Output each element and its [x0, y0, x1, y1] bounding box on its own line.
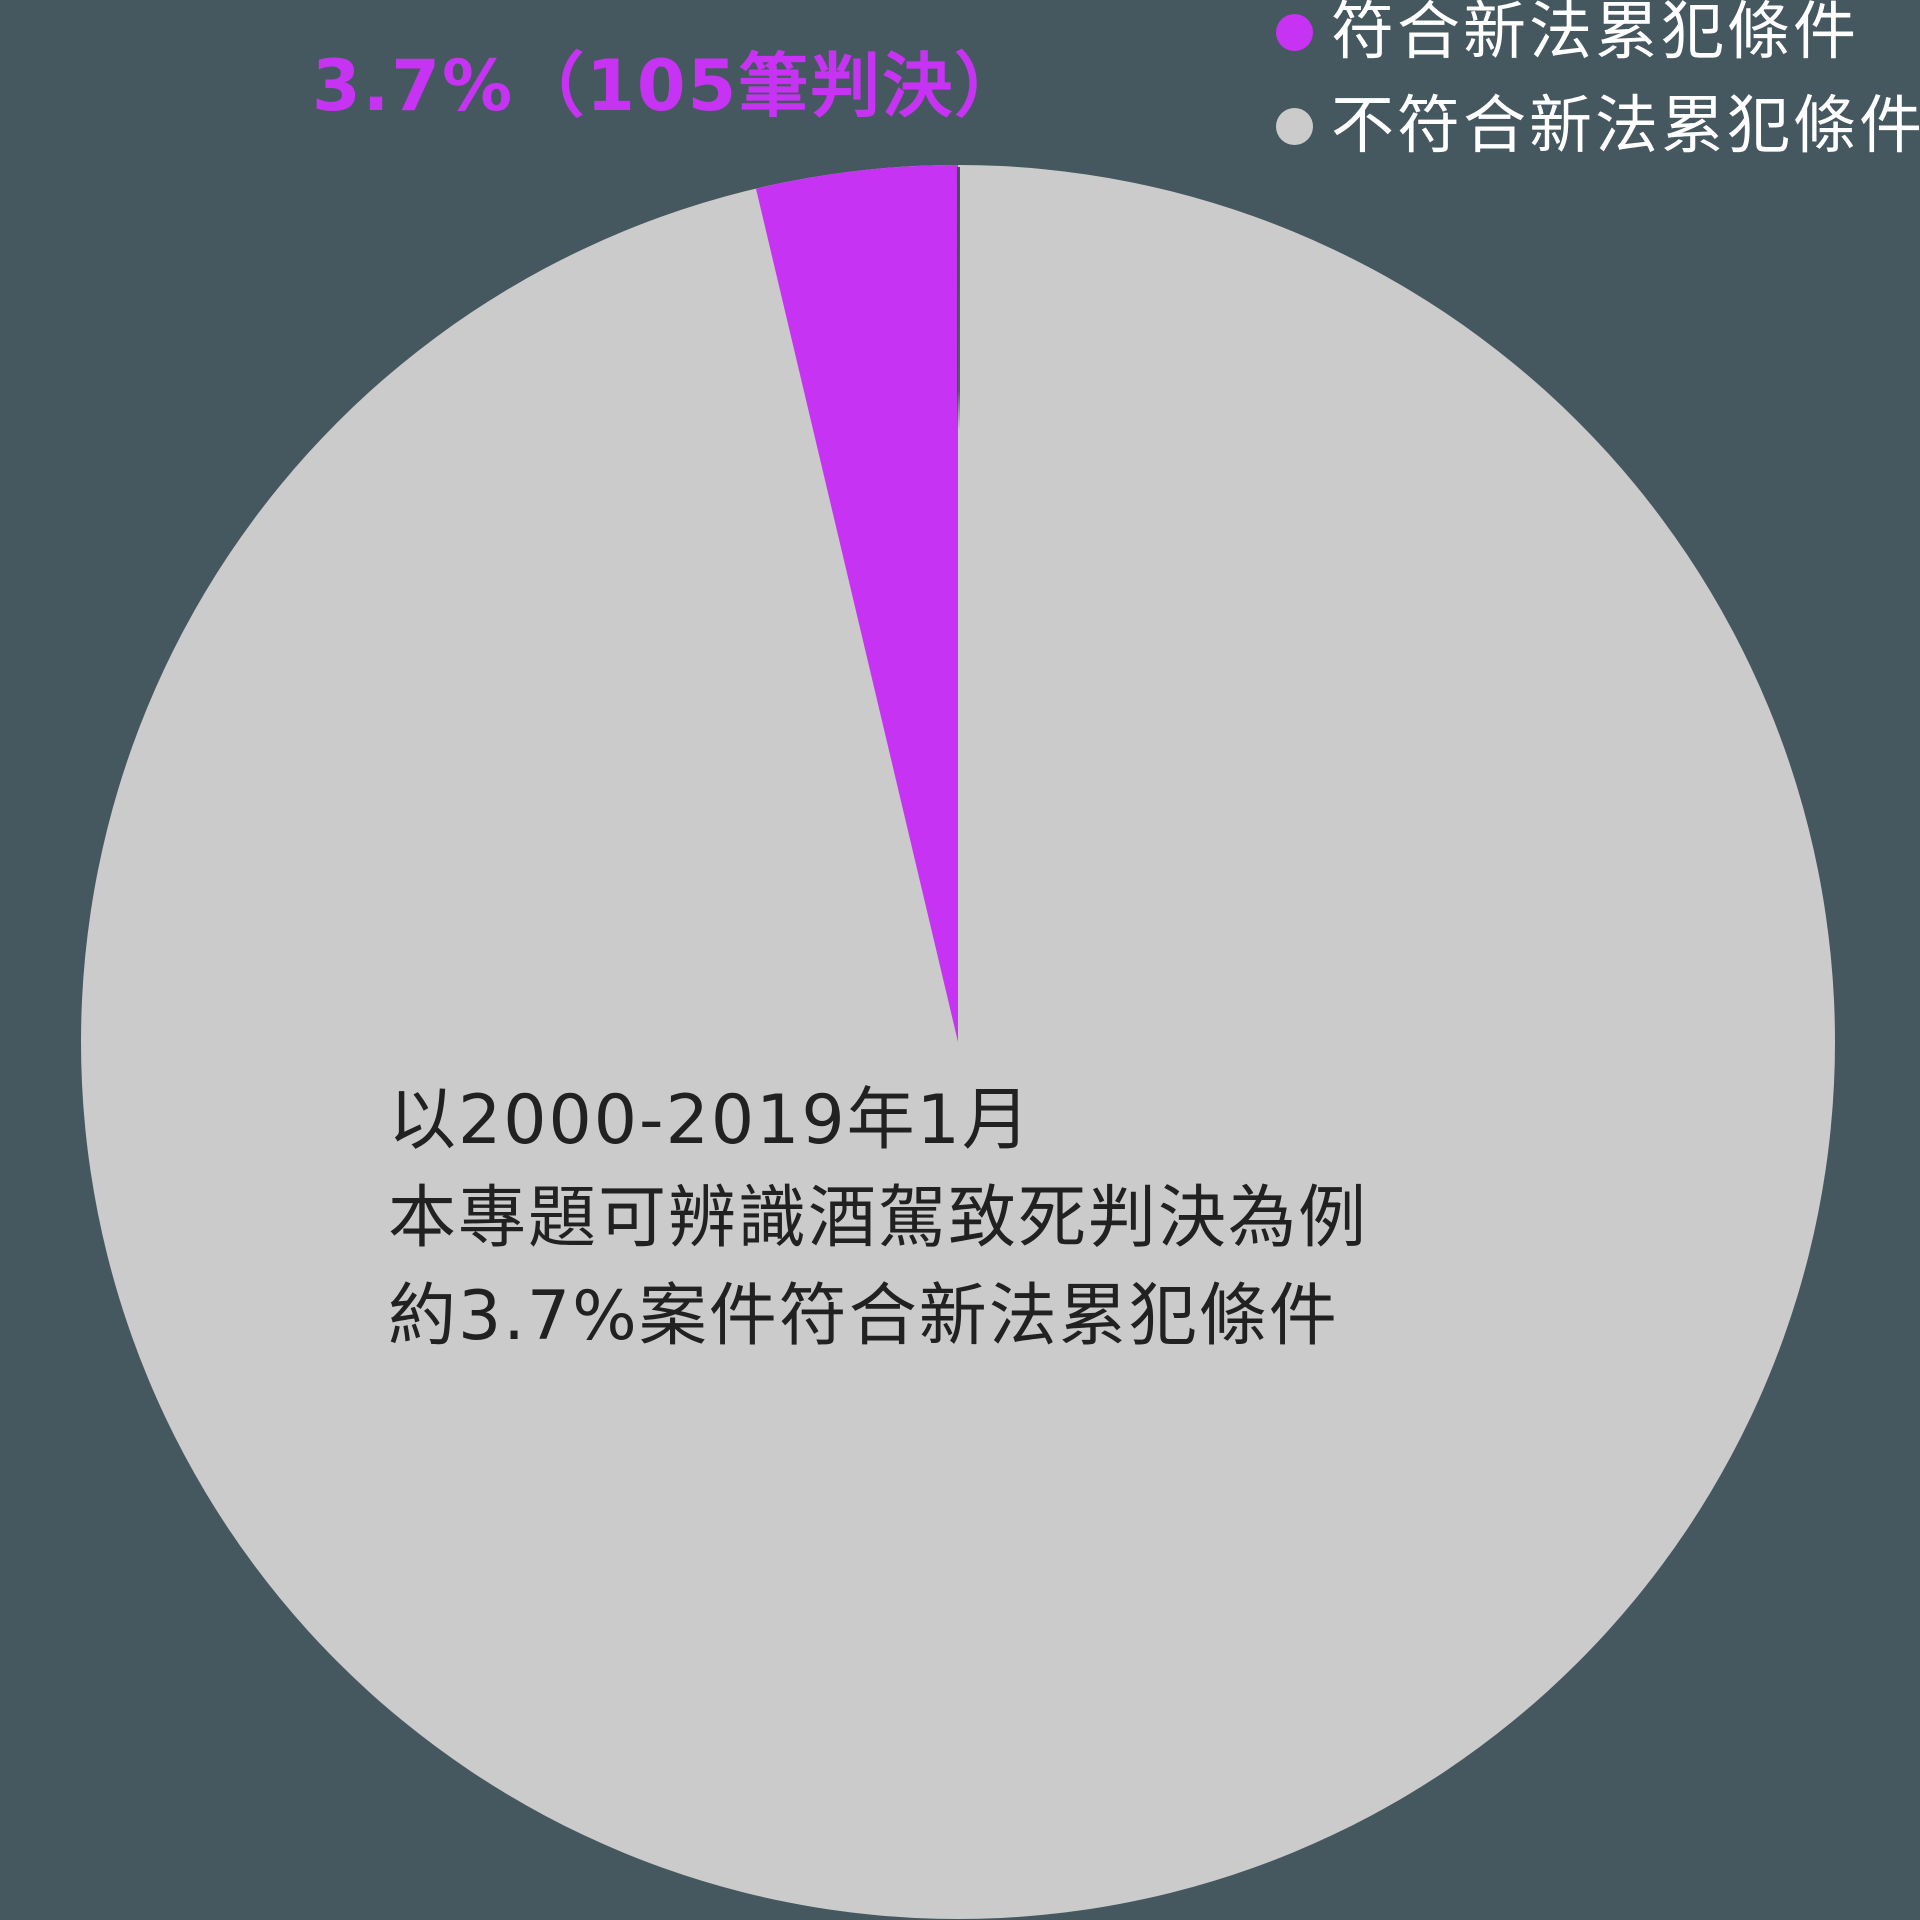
legend: 符合新法累犯條件 不符合新法累犯條件 — [1276, 0, 1920, 158]
legend-item-matching[interactable]: 符合新法累犯條件 — [1276, 0, 1920, 64]
pie-slice-matching[interactable] — [756, 165, 958, 1042]
annotation-line-2: 本專題可辨識酒駕致死判決為例 — [388, 1179, 1369, 1258]
annotation-line-1: 以2000-2019年1月 — [388, 1081, 1032, 1160]
legend-label-not-matching: 不符合新法累犯條件 — [1331, 89, 1920, 162]
slice-callout-label: 3.7%（105筆判決） — [312, 45, 1027, 127]
legend-swatch-matching — [1276, 13, 1313, 51]
legend-item-not-matching[interactable]: 不符合新法累犯條件 — [1276, 94, 1920, 158]
legend-label-matching: 符合新法累犯條件 — [1331, 0, 1859, 68]
center-annotation: 以2000-2019年1月 本專題可辨識酒駕致死判決為例 約3.7%案件符合新法… — [388, 1072, 1368, 1366]
annotation-line-3: 約3.7%案件符合新法累犯條件 — [388, 1277, 1339, 1356]
legend-swatch-not-matching — [1276, 107, 1313, 145]
